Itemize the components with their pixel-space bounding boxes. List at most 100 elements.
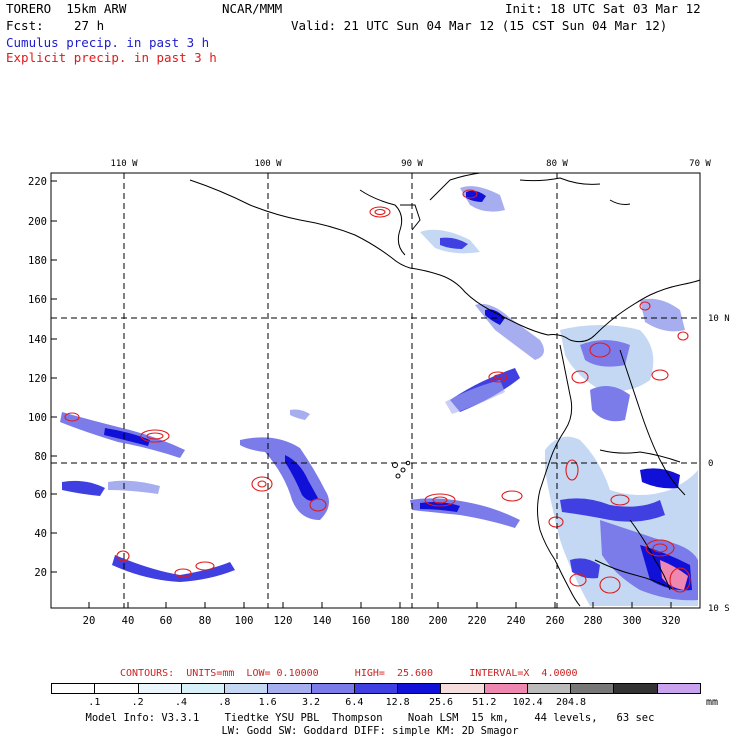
contour-ring: [251, 476, 273, 492]
colorbar-labels: .1 .2 .4 .8 1.6 3.2 6.4 12.8 25.6 51.2 102.4 204.8: [51, 697, 711, 709]
colorbar-swatch: [311, 684, 355, 693]
lat-label-10s: 10 S: [708, 604, 730, 614]
precip-area: [560, 498, 665, 522]
contour-ring: [146, 432, 164, 440]
y-tick-label: 120: [28, 373, 47, 385]
contour-ring: [369, 206, 391, 218]
explicit-precip-contours: [64, 189, 691, 594]
contour-ring: [548, 516, 564, 528]
y-tick-labels: 220 200 180 160 140 120 100 80 60 40 20: [28, 176, 47, 579]
y-tick-label: 200: [28, 216, 47, 228]
colorbar-label: .8: [218, 697, 231, 708]
coastline-island: [609, 199, 631, 205]
contour-ring: [589, 342, 611, 358]
precip-area: [570, 558, 600, 579]
precip-area: [640, 298, 685, 332]
contour-ring: [462, 189, 478, 199]
contour-ring: [309, 498, 327, 512]
colorbar-label: 6.4: [345, 697, 364, 708]
x-tick-label: 320: [662, 615, 681, 627]
contour-ring: [195, 561, 215, 571]
lon-label-110w: 110 W: [110, 159, 138, 169]
model-info-line: Model Info: V3.3.1 Tiedtke YSU PBL Thomp…: [85, 712, 655, 724]
coastline-south-america: [537, 344, 581, 607]
contour-ring: [64, 412, 80, 422]
colorbar-label: .2: [131, 697, 144, 708]
axis-ticks: [51, 180, 672, 608]
colorbar-swatch: [95, 684, 139, 693]
colorbar-swatch: [657, 684, 700, 693]
y-tick-label: 100: [28, 412, 47, 424]
contour-ring: [639, 301, 651, 311]
precip-area: [290, 409, 310, 420]
colorbar-label: 51.2: [472, 697, 497, 708]
precip-area: [62, 480, 105, 496]
contour-ring: [424, 493, 456, 507]
coastline-cuba: [519, 177, 601, 185]
y-tick-label: 180: [28, 255, 47, 267]
y-tick-label: 220: [28, 176, 47, 188]
contour-ring: [432, 496, 448, 504]
colorbar-unit: mm: [706, 697, 719, 708]
x-tick-label: 220: [468, 615, 487, 627]
precip-area: [640, 468, 680, 489]
colorbar-label: 12.8: [385, 697, 410, 708]
x-tick-label: 300: [623, 615, 642, 627]
galapagos-island: [395, 473, 401, 479]
contour-ring: [571, 370, 589, 384]
contour-ring: [488, 371, 508, 383]
coastlines: [189, 172, 701, 607]
lon-label-70w: 70 W: [689, 159, 711, 169]
colorbar-label: 3.2: [301, 697, 321, 708]
x-tick-label: 200: [429, 615, 448, 627]
colorbar-label: .1: [88, 697, 101, 708]
colorbar: [51, 683, 701, 694]
precip-area: [104, 428, 150, 446]
colorbar-swatch: [484, 684, 528, 693]
contour-ring: [652, 543, 668, 553]
x-tick-label: 120: [274, 615, 293, 627]
y-tick-label: 20: [34, 567, 47, 579]
precip-area: [580, 340, 630, 367]
latitude-labels: 10 N 0 10 S: [708, 314, 730, 614]
y-tick-label: 140: [28, 334, 47, 346]
contour-ring: [569, 573, 587, 587]
contour-ring: [677, 331, 689, 341]
x-tick-label: 80: [199, 615, 212, 627]
contour-ring: [174, 568, 192, 578]
precip-area: [108, 480, 160, 494]
colorbar-swatch: [614, 684, 658, 693]
colorbar-swatch: [398, 684, 442, 693]
contour-ring: [669, 567, 691, 593]
explicit-precip-label: Explicit precip. in past 3 h: [6, 50, 217, 65]
colorbar-label: 102.4: [512, 697, 543, 708]
coastline-gulf: [429, 172, 481, 201]
precip-area: [590, 386, 630, 422]
border-line: [619, 349, 686, 496]
x-tick-label: 240: [507, 615, 526, 627]
contour-ring: [651, 369, 669, 381]
colorbar-swatch: [225, 684, 269, 693]
y-tick-label: 80: [34, 451, 47, 463]
contour-ring: [501, 490, 523, 502]
x-tick-label: 280: [584, 615, 603, 627]
x-tick-labels: 20 40 60 80 100 120 140 160 180 200 220 …: [83, 615, 681, 627]
contour-ring: [140, 429, 170, 443]
contour-ring: [610, 494, 630, 506]
galapagos-island: [400, 467, 406, 473]
precip-area: [485, 309, 505, 325]
colorbar-swatch: [354, 684, 399, 693]
border-line: [594, 559, 676, 591]
y-tick-label: 40: [34, 528, 47, 540]
x-tick-label: 100: [235, 615, 254, 627]
precip-shading: [60, 186, 698, 606]
physics-info-line: LW: Godd SW: Goddard DIFF: simple KM: 2D…: [221, 725, 519, 737]
x-tick-label: 260: [546, 615, 565, 627]
precip-area: [440, 237, 468, 249]
y-tick-label: 160: [28, 294, 47, 306]
border-line: [629, 519, 671, 591]
colorbar-swatch: [181, 684, 226, 693]
forecast-hours: 27 h: [74, 18, 105, 33]
coastline-yucatan: [359, 189, 406, 256]
